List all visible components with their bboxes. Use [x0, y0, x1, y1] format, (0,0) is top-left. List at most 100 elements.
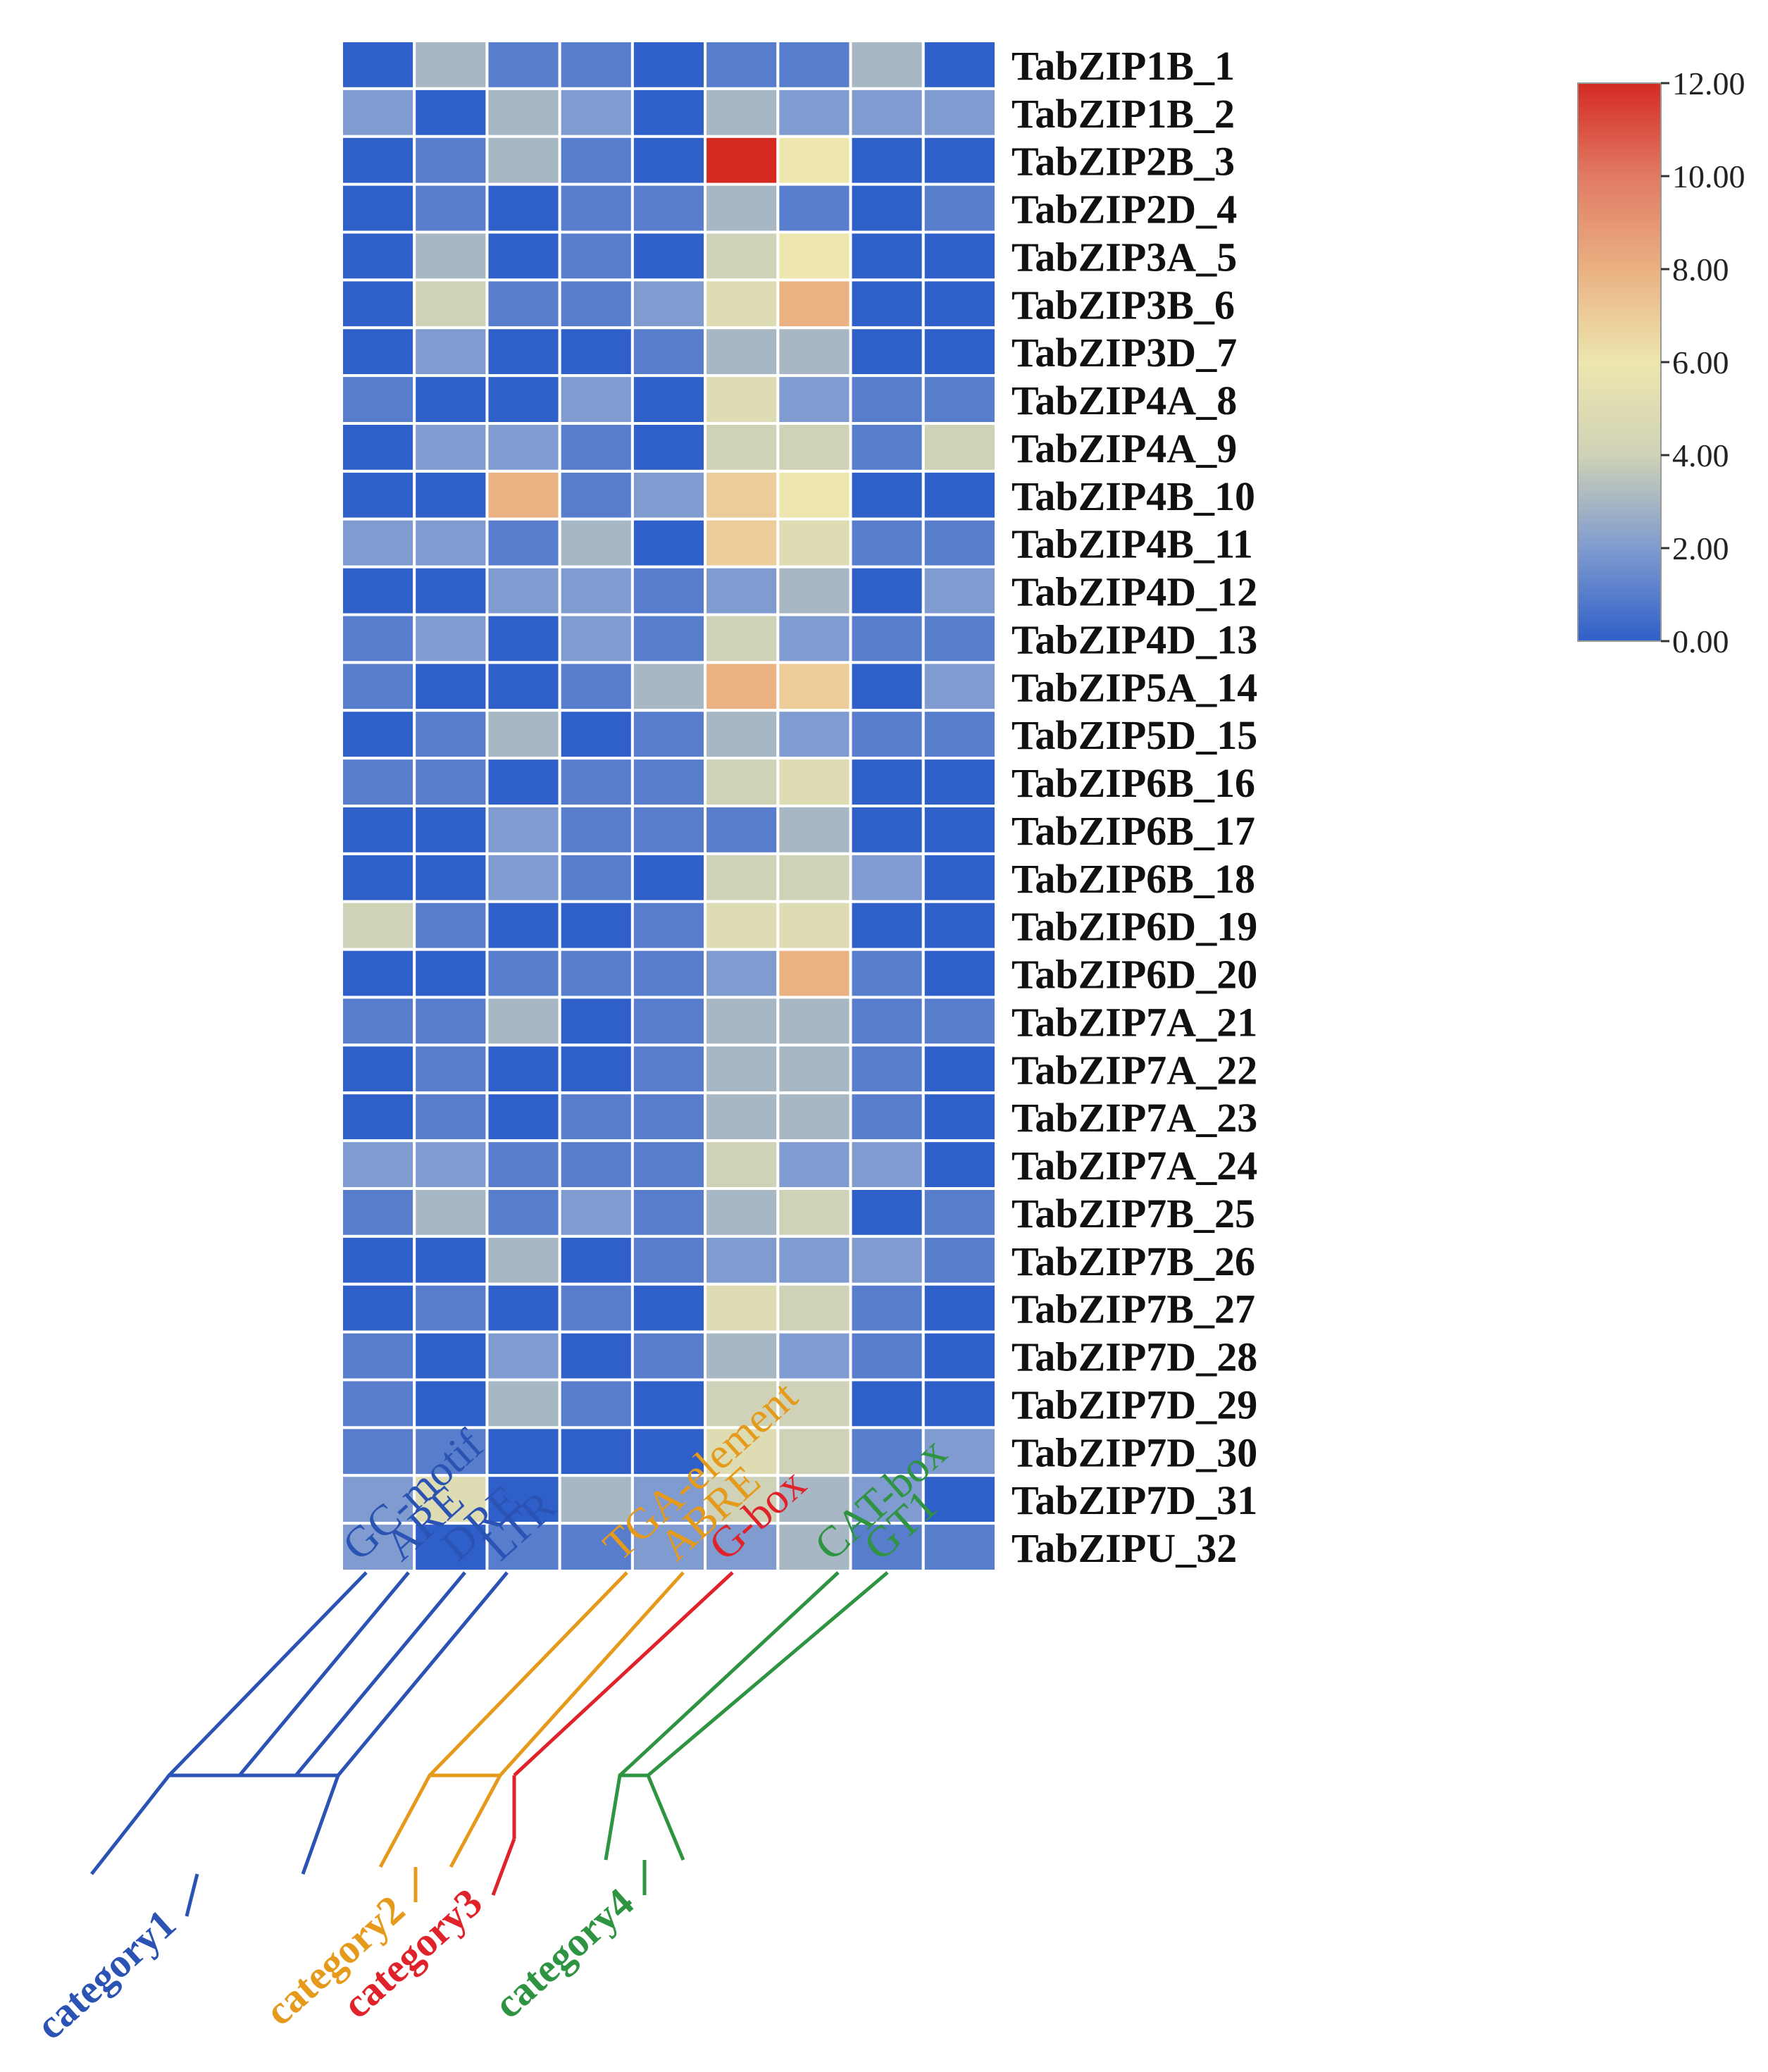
heatmap-cell [921, 469, 998, 521]
heatmap-cell [921, 852, 998, 903]
heatmap-cell [849, 1139, 925, 1190]
heatmap-cell [776, 948, 852, 999]
heatmap-cell [485, 709, 561, 760]
heatmap-cell [630, 948, 707, 999]
heatmap-cell [630, 87, 707, 138]
row-label: TabZIP7D_29 [1011, 1382, 1257, 1427]
heatmap-cell [921, 135, 998, 186]
heatmap-cell [630, 1330, 707, 1382]
heatmap-cell [849, 1474, 925, 1525]
heatmap-cell [340, 230, 416, 282]
heatmap-cell [630, 805, 707, 855]
row-label: TabZIP2B_3 [1011, 139, 1235, 185]
heatmap-cell [558, 135, 634, 186]
heatmap-cell [413, 1522, 489, 1572]
heatmap-cell [558, 230, 634, 282]
category-label: category1 [27, 1900, 185, 2048]
heatmap-cell [413, 39, 489, 90]
heatmap-cell [485, 1187, 561, 1238]
row-label: TabZIP3D_7 [1011, 330, 1237, 376]
heatmap-cell [849, 565, 925, 616]
heatmap-cell [340, 374, 416, 425]
heatmap-cell [776, 182, 852, 234]
heatmap-cell [849, 1043, 925, 1095]
heatmap-cell [704, 757, 780, 807]
row-label: TabZIP7A_22 [1011, 1047, 1257, 1093]
category-connector [491, 1838, 516, 1896]
heatmap-cell [413, 374, 489, 425]
heatmap-cell [921, 1522, 998, 1572]
heatmap-cell [704, 135, 780, 186]
heatmap-cell [921, 805, 998, 855]
heatmap-cell [558, 469, 634, 521]
heatmap-cell [921, 661, 998, 712]
heatmap-cell [485, 661, 561, 712]
heatmap-cell [776, 1234, 852, 1286]
heatmap-cell [704, 995, 780, 1047]
heatmap-cell [340, 1234, 416, 1286]
heatmap-cell [340, 805, 416, 855]
heatmap-cell [776, 278, 852, 330]
heatmap-cell [704, 230, 780, 282]
heatmap-cell [485, 1378, 561, 1429]
heatmap-cell [485, 852, 561, 903]
heatmap-cell [340, 852, 416, 903]
heatmap-cell [704, 565, 780, 616]
heatmap-cell [558, 1378, 634, 1429]
category-bracket [378, 1773, 504, 1868]
heatmap-cell [630, 1282, 707, 1334]
heatmap-cell [413, 422, 489, 473]
colorbar-tick-label: 2.00 [1672, 531, 1729, 566]
heatmap-cell [776, 709, 852, 760]
heatmap-cell [630, 374, 707, 425]
heatmap-cell [849, 1378, 925, 1429]
heatmap-cell [704, 1234, 780, 1286]
heatmap-cell [558, 1043, 634, 1095]
heatmap-cell [921, 517, 998, 569]
heatmap-cell [776, 230, 852, 282]
heatmap-cell [849, 613, 925, 664]
heatmap-cell [485, 1330, 561, 1382]
category-connector [185, 1873, 199, 1917]
heatmap-cell [630, 135, 707, 186]
heatmap-cell [849, 39, 925, 90]
heatmap-cell [849, 517, 925, 569]
heatmap-cell [413, 1043, 489, 1095]
heatmap-cell [630, 1378, 707, 1429]
row-label: TabZIP7B_27 [1011, 1286, 1255, 1332]
heatmap-cell [849, 900, 925, 951]
heatmap-cell [704, 1139, 780, 1190]
row-label: TabZIP7A_24 [1011, 1143, 1257, 1189]
heatmap-cell [558, 182, 634, 234]
heatmap-cell [558, 517, 634, 569]
row-label: TabZIPU_32 [1011, 1525, 1237, 1571]
heatmap-cell [413, 709, 489, 760]
row-label: TabZIP7A_21 [1011, 999, 1257, 1045]
heatmap-cell [340, 900, 416, 951]
heatmap-cell [849, 995, 925, 1047]
heatmap-cell [558, 87, 634, 138]
heatmap-cell [558, 1091, 634, 1143]
row-label: TabZIP7D_28 [1011, 1334, 1257, 1380]
heatmap-cell [921, 87, 998, 138]
heatmap-cell [340, 1091, 416, 1143]
heatmap-cell [921, 948, 998, 999]
heatmap-cell [849, 852, 925, 903]
heatmap-cell [921, 1043, 998, 1095]
heatmap-cell [413, 278, 489, 330]
heatmap-cell [921, 995, 998, 1047]
heatmap-cell [558, 374, 634, 425]
heatmap-cell [776, 1139, 852, 1190]
row-label: TabZIP4B_10 [1011, 473, 1255, 519]
heatmap-cell [413, 1282, 489, 1334]
heatmap-cell [704, 182, 780, 234]
row-label: TabZIP7B_26 [1011, 1239, 1255, 1284]
column-connector [647, 1571, 889, 1777]
heatmap-cell [340, 709, 416, 760]
heatmap-cell [704, 1187, 780, 1238]
heatmap-cell [558, 1187, 634, 1238]
heatmap-cell [704, 709, 780, 760]
heatmap-cell [849, 326, 925, 378]
row-label: TabZIP5A_14 [1011, 664, 1257, 710]
heatmap-cell [776, 900, 852, 951]
